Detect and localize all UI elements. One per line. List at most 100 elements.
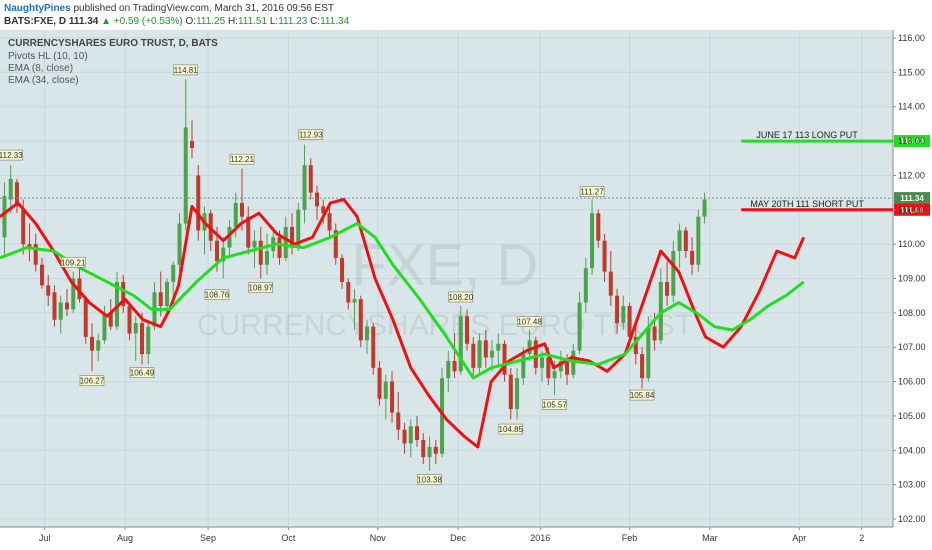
- last-price: 111.34: [68, 16, 99, 27]
- candle-body: [490, 350, 495, 358]
- y-tick-label: 114.00: [898, 102, 925, 112]
- price-change: +0.59 (+0.53%): [113, 16, 183, 27]
- candle-body: [502, 343, 507, 375]
- candle-body: [683, 230, 688, 252]
- candle-body: [114, 281, 119, 327]
- legend: CURRENCYSHARES EURO TRUST, D, BATS Pivot…: [8, 38, 218, 86]
- candle-body: [433, 446, 438, 454]
- candle-body: [246, 216, 251, 248]
- candle-body: [302, 165, 307, 210]
- x-tick-label: Sep: [200, 533, 216, 543]
- candle-body: [283, 226, 288, 258]
- candle-body: [8, 178, 13, 200]
- candle-body: [383, 381, 388, 399]
- pivot-label: 108.97: [249, 284, 274, 293]
- candle-body: [402, 429, 407, 444]
- pivot-box: [629, 389, 655, 401]
- candle-body: [658, 281, 663, 341]
- level-label: MAY 20TH 111 SHORT PUT: [750, 199, 864, 209]
- y-tick-label: 110.00: [898, 239, 925, 249]
- candle-body: [702, 199, 707, 217]
- candle-body: [465, 316, 470, 344]
- pivot-box: [448, 291, 474, 303]
- pivot-label: 108.20: [449, 293, 474, 302]
- pivot-label: 109.21: [61, 258, 86, 267]
- candle-body: [565, 360, 570, 375]
- candle-body: [183, 127, 188, 224]
- candle-body: [146, 326, 151, 355]
- candle-body: [196, 175, 201, 231]
- x-tick-label: Nov: [370, 533, 387, 543]
- pivot-label: 108.76: [205, 291, 230, 300]
- pivot-label: 114.81: [174, 66, 198, 75]
- candle-body: [558, 360, 563, 372]
- high-label: H:: [227, 16, 238, 27]
- legend-pivots[interactable]: Pivots HL (10, 10): [8, 51, 88, 62]
- candle-body: [496, 343, 501, 351]
- candle-body: [596, 213, 601, 241]
- candle-body: [2, 196, 7, 238]
- candle-body: [96, 340, 101, 351]
- level-label: JUNE 17 113 LONG PUT: [756, 130, 858, 140]
- pivot-box: [229, 153, 255, 165]
- candle-body: [446, 360, 451, 379]
- y-axis-ticks: 102.00 103.00 104.00 105.00 106.00 107.00 108.…: [893, 33, 926, 524]
- quote-line: BATS:FXE, D 111.34 ▲ +0.59 (+0.53%) O:11…: [4, 16, 349, 27]
- up-arrow-icon: ▲: [101, 16, 111, 27]
- ema-lines: [0, 198, 806, 449]
- candle-body: [277, 237, 282, 258]
- symbol-label: BATS:FXE, D: [4, 16, 67, 27]
- candle-body: [133, 323, 138, 334]
- candle-body: [458, 316, 463, 372]
- candle-body: [139, 323, 144, 355]
- candle-body: [690, 251, 695, 265]
- x-tick-label: Apr: [792, 533, 806, 543]
- candle-body: [71, 278, 76, 310]
- pivot-label: 105.84: [630, 391, 655, 400]
- candle-body: [583, 268, 588, 303]
- price-chart[interactable]: FXE, D CURRENCYSHARES EURO TRUST 111.34J…: [0, 30, 932, 550]
- y-tick-label: 109.00: [898, 274, 926, 284]
- candle-body: [102, 312, 107, 341]
- price-axis[interactable]: [893, 30, 932, 550]
- close-label: C:: [310, 16, 321, 27]
- legend-title: CURRENCYSHARES EURO TRUST, D, BATS: [8, 38, 218, 49]
- candle-body: [321, 206, 326, 214]
- candle-body: [171, 264, 176, 282]
- candle-body: [227, 226, 232, 248]
- legend-ema34[interactable]: EMA (34, close): [8, 75, 79, 86]
- candle-body: [77, 278, 82, 300]
- pivot-label: 112.93: [299, 130, 323, 139]
- candle-body: [371, 326, 376, 368]
- pivot-label: 104.85: [499, 425, 524, 434]
- last-price-badge-text: 111.34: [900, 194, 924, 203]
- candlesticks: [2, 79, 707, 471]
- pivot-label: 106.49: [130, 369, 155, 378]
- candle-body: [340, 257, 345, 282]
- candle-body: [527, 340, 532, 355]
- candle-body: [633, 336, 638, 355]
- candle-body: [546, 357, 551, 379]
- candle-body: [177, 223, 182, 265]
- candle-body: [14, 182, 19, 207]
- candle-body: [308, 165, 313, 193]
- grid-lines: [0, 30, 893, 527]
- pivot-label: 106.27: [80, 376, 105, 385]
- x-tick-label: Oct: [281, 533, 296, 543]
- candle-body: [515, 378, 520, 410]
- close-value: 111.34: [320, 16, 350, 27]
- candle-body: [415, 426, 420, 440]
- legend-ema8[interactable]: EMA (8, close): [8, 63, 73, 74]
- candle-body: [83, 299, 88, 337]
- candle-body: [396, 412, 401, 430]
- pivot-box: [542, 399, 567, 410]
- pivot-label: 111.27: [580, 188, 604, 197]
- candle-body: [533, 340, 538, 368]
- y-tick-label: 106.00: [898, 377, 926, 387]
- pivot-label: 107.48: [517, 318, 542, 327]
- x-tick-label: Aug: [117, 533, 133, 543]
- pivot-labels: 112.33 109.21 106.27 106.49 114.81 108.76 112.…: [0, 64, 655, 485]
- time-axis[interactable]: [0, 527, 893, 550]
- candle-body: [21, 209, 26, 245]
- author-name[interactable]: NaughtyPines: [4, 3, 71, 14]
